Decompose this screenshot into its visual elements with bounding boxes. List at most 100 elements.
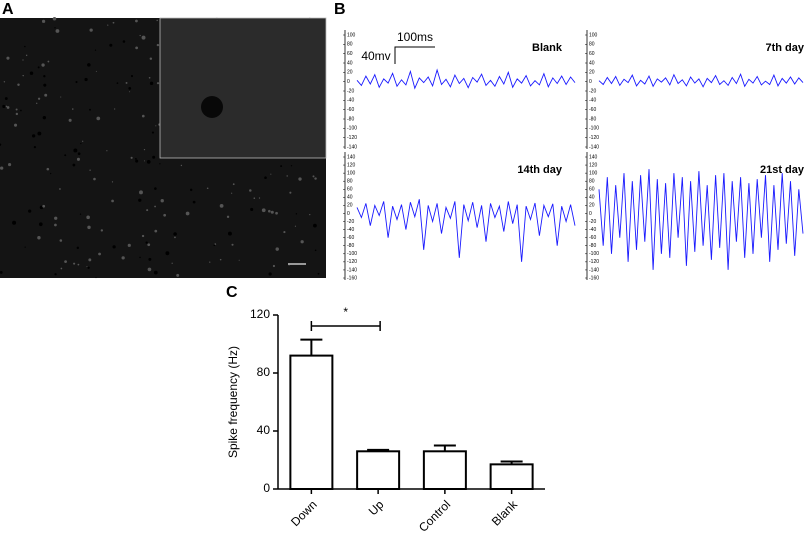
- y-tick-label: -60: [589, 235, 596, 241]
- speckle: [96, 116, 101, 121]
- y-tick-label: 80: [257, 365, 271, 379]
- speckle: [41, 19, 46, 23]
- x-tick-label: Up: [366, 497, 387, 518]
- speckle: [249, 189, 252, 192]
- speckle: [231, 243, 234, 246]
- speckle: [6, 106, 10, 109]
- speckle: [283, 231, 286, 234]
- speckle: [289, 191, 292, 194]
- y-tick-label: -120: [589, 259, 599, 265]
- speckle: [20, 109, 22, 112]
- speckle: [270, 210, 274, 214]
- speckle: [313, 223, 317, 228]
- y-tick-label: 120: [347, 162, 356, 168]
- speckle: [112, 21, 115, 24]
- y-tick-label: -100: [347, 126, 357, 132]
- speckle: [135, 157, 137, 160]
- speckle: [114, 108, 116, 110]
- speckle: [89, 28, 93, 32]
- bar: [422, 450, 467, 490]
- speckle: [314, 177, 317, 180]
- speckle: [300, 240, 304, 244]
- speckle: [77, 263, 80, 266]
- y-tick-label: -100: [589, 251, 599, 257]
- y-tick-label: 80: [589, 42, 595, 48]
- speckle: [155, 125, 157, 127]
- speckle: [147, 243, 151, 247]
- speckle: [286, 175, 288, 177]
- speckle: [294, 225, 297, 227]
- speckle: [317, 272, 320, 275]
- speckle: [98, 252, 101, 256]
- speckle: [253, 197, 256, 199]
- trace: [356, 68, 576, 90]
- micrograph-inset: [159, 17, 327, 159]
- speckle: [147, 267, 152, 272]
- y-tick-label: -60: [347, 107, 354, 113]
- y-axis-label: Spike frequency (Hz): [226, 346, 240, 458]
- trace-title: 14th day: [517, 164, 563, 176]
- y-tick-label: 100: [347, 32, 356, 38]
- speckle: [180, 164, 183, 167]
- y-tick-label: 20: [347, 70, 353, 76]
- speckle: [15, 108, 18, 111]
- speckle: [41, 63, 45, 67]
- speckle: [3, 81, 6, 83]
- speckle: [154, 205, 156, 208]
- y-tick-label: 60: [589, 187, 595, 193]
- y-tick-label: -160: [347, 275, 357, 281]
- speckle: [37, 131, 42, 136]
- speckle: [238, 259, 240, 261]
- bar: [489, 463, 534, 491]
- speckle: [152, 155, 156, 159]
- significance-bracket: [310, 321, 381, 331]
- speckle: [219, 258, 222, 261]
- speckle: [71, 108, 74, 110]
- micrograph: [0, 17, 327, 279]
- speckle: [280, 165, 283, 168]
- speckle: [214, 243, 217, 245]
- speckle: [33, 145, 37, 149]
- y-tick-label: -40: [589, 227, 596, 233]
- speckle: [15, 112, 19, 116]
- speckle: [312, 175, 315, 178]
- y-tick-label: 20: [589, 70, 595, 76]
- y-tick-label: 0: [263, 481, 270, 495]
- speckle: [275, 247, 279, 251]
- speckle: [272, 264, 276, 268]
- y-tick-label: -80: [589, 243, 596, 249]
- y-tick-label: 20: [347, 203, 353, 209]
- y-tick-label: -40: [347, 98, 354, 104]
- y-tick-label: 140: [347, 154, 356, 160]
- speckle: [143, 149, 146, 151]
- speckle: [94, 49, 97, 51]
- y-tick-label: -100: [347, 251, 357, 257]
- y-tick-label: 140: [589, 154, 598, 160]
- speckle: [176, 273, 180, 277]
- speckle: [37, 97, 41, 100]
- speckle: [148, 76, 151, 79]
- speckle: [213, 244, 216, 247]
- bar: [289, 354, 334, 490]
- x-tick-label: Down: [288, 497, 320, 529]
- speckle: [138, 198, 142, 202]
- speckle: [54, 27, 56, 29]
- speckle: [44, 93, 48, 97]
- y-tick-label: 0: [589, 211, 592, 217]
- speckle: [232, 183, 235, 186]
- speckle: [28, 209, 32, 213]
- speckle: [130, 156, 133, 159]
- y-tick-label: 0: [347, 79, 350, 85]
- y-tick-label: 40: [589, 195, 595, 201]
- speckle: [173, 232, 177, 236]
- y-tick-label: 80: [347, 42, 353, 48]
- speckle: [116, 82, 119, 85]
- speckle: [86, 266, 88, 268]
- trace-title: 7th day: [765, 42, 804, 54]
- speckle: [154, 187, 157, 190]
- speckle: [192, 200, 196, 204]
- speckle: [73, 148, 78, 153]
- speckle: [227, 231, 232, 236]
- speckle: [0, 166, 4, 170]
- speckle: [130, 74, 134, 78]
